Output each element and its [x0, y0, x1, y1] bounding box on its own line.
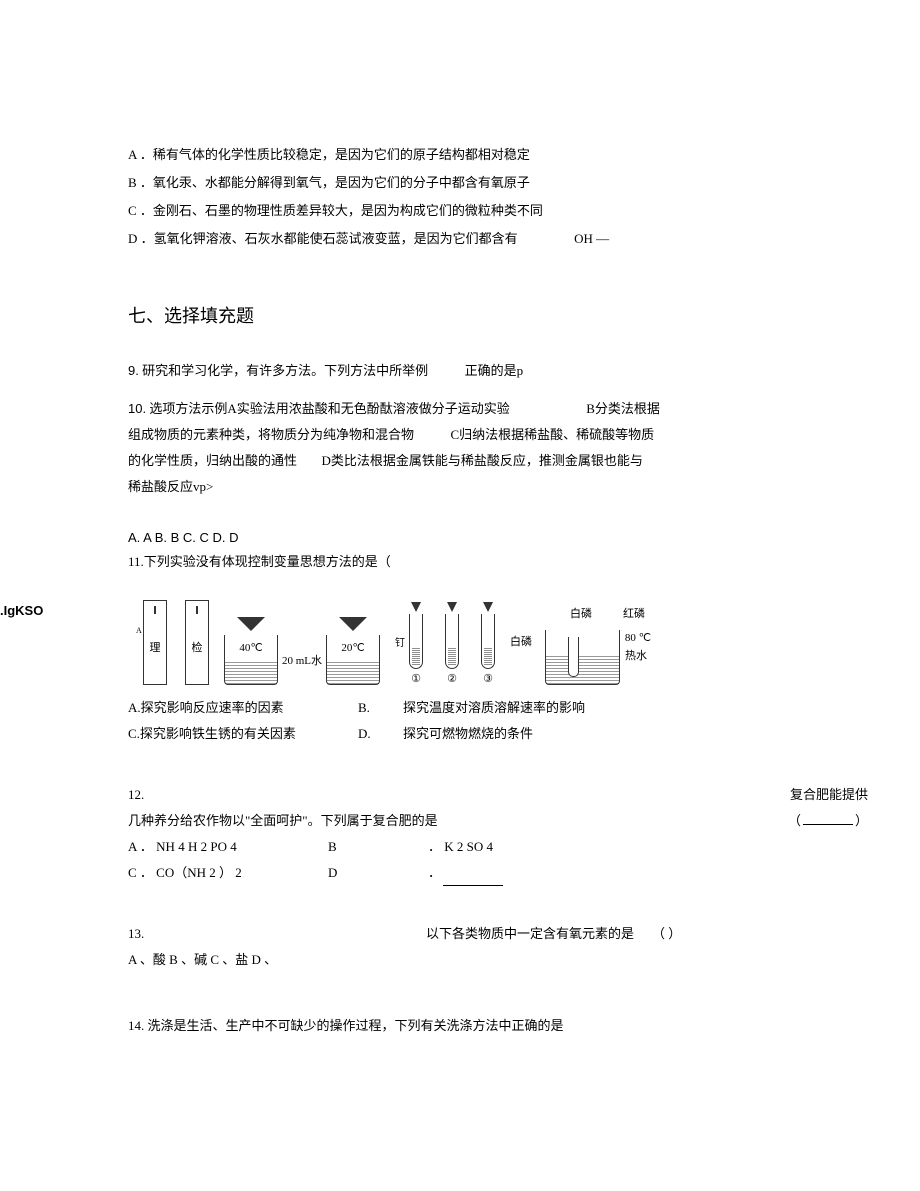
prev-option-b: B ．氧化汞、水都能分解得到氧气，是因为它们的分子中都含有氧原子 — [128, 170, 868, 196]
q9-text1: 研究和学习化学，有许多方法。下列方法中所举例 — [142, 363, 428, 378]
card1-label: 理 — [150, 639, 161, 655]
q10-line2: 组成物质的元素种类，将物质分为纯净物和混合物 — [128, 427, 414, 442]
blank-line — [443, 860, 503, 886]
q14-num: 14. — [128, 1018, 144, 1033]
q10-line3-d: D类比法根据金属铁能与稀盐酸反应，推测金属银也能与 — [322, 453, 643, 468]
inner-tube — [568, 637, 579, 677]
q9-text2: 正确的是p — [465, 363, 524, 378]
q9-num: 9. — [128, 363, 139, 378]
q10-line3: 的化学性质，归纳出酸的通性 — [128, 453, 297, 468]
q12-line2: 几种养分给农作物以"全面呵护"。下列属于复合肥的是 — [128, 808, 438, 834]
water-label: 20 mL水 — [282, 652, 322, 668]
beaker1-temp: 40℃ — [237, 641, 264, 654]
q12-opt-a: A ． NH 4 H 2 PO 4 — [128, 834, 328, 860]
q11-opt-c: C.探究影响铁生锈的有关因素 — [128, 721, 296, 747]
q13-num: 13. — [128, 921, 426, 947]
question-11: 11.下列实验没有体现控制变量思想方法的是（ — [128, 549, 868, 575]
page-content: A ．稀有气体的化学性质比较稳定，是因为它们的原子结构都相对稳定 B ．氧化汞、… — [128, 142, 868, 1039]
blank-line — [803, 824, 853, 825]
q10-line2-c: C归纳法根据稀盐酸、稀硫酸等物质 — [451, 427, 655, 442]
question-9: 9. 研究和学习化学，有许多方法。下列方法中所举例 正确的是p — [128, 358, 868, 384]
prev-option-c: C ．金刚石、石墨的物理性质差异较大，是因为构成它们的微粒种类不同 — [128, 198, 868, 224]
tube1-num: ① — [411, 672, 421, 685]
q11-opt-d: 探究可燃物燃烧的条件 — [403, 721, 533, 747]
question-13: 13. 以下各类物质中一定含有氧元素的是 （ ） A 、酸 B 、碱 C 、盐 … — [128, 921, 868, 973]
bailin-label-2: 白磷 — [510, 633, 532, 649]
beaker-2: 20℃ — [326, 635, 380, 685]
q12-opt-b-label: B — [328, 834, 428, 860]
q10-text-a: 选项方法示例A实验法用浓盐酸和无色酚酞溶液做分子运动实验 — [149, 401, 509, 416]
card-1: A 理 — [143, 600, 167, 685]
question-14: 14. 洗涤是生活、生产中不可缺少的操作过程，下列有关洗涤方法中正确的是 — [128, 1013, 868, 1039]
section-title: 七、选择填充题 — [128, 302, 868, 328]
q12-paren-open: （ — [788, 813, 801, 828]
card1-small-label: A — [136, 626, 142, 635]
question-12: 12. 复合肥能提供 几种养分给农作物以"全面呵护"。下列属于复合肥的是 （） … — [128, 782, 868, 886]
watermark-text: .IgKSO — [0, 603, 43, 618]
honglin-label: 红磷 — [623, 605, 645, 621]
big-beaker — [545, 630, 620, 685]
tube-3 — [481, 614, 495, 669]
nail-label: 钉 — [395, 634, 405, 649]
funnel-icon — [339, 617, 367, 631]
q10-line4: 稀盐酸反应vp> — [128, 474, 868, 500]
q11-options-row1: A.探究影响反应速率的因素 B.探究温度对溶质溶解速率的影响 — [128, 695, 868, 721]
figure-row: A 理 检 40℃ 20 mL水 20℃ — [143, 595, 868, 685]
q12-num: 12. — [128, 782, 144, 808]
bailin-label-1: 白磷 — [570, 605, 592, 621]
q13-paren: （ ） — [652, 921, 681, 947]
question-10: 10. 选项方法示例A实验法用浓盐酸和无色酚酞溶液做分子运动实验 B分类法根据 … — [128, 396, 868, 500]
figure-d: 白磷 红磷 白磷 80 ℃ 热水 — [510, 595, 645, 685]
tube-1 — [409, 614, 423, 669]
prev-option-a: A ．稀有气体的化学性质比较稳定，是因为它们的原子结构都相对稳定 — [128, 142, 868, 168]
funnel-icon — [237, 617, 265, 631]
tube2-num: ② — [447, 672, 457, 685]
q12-right: 复合肥能提供 — [790, 782, 868, 808]
beaker2-temp: 20℃ — [339, 641, 366, 654]
q12-paren-close: ） — [855, 813, 868, 828]
q12-opt-d-label: D — [328, 860, 428, 886]
water-label: 热水 — [625, 647, 647, 663]
q12-opt-c: C ． CO（NH 2 ） 2 — [128, 860, 328, 886]
q14-text: 洗涤是生活、生产中不可缺少的操作过程，下列有关洗涤方法中正确的是 — [148, 1018, 564, 1033]
q11-opt-d-label: D. — [358, 721, 403, 747]
prev-option-d-part2: OH — — [574, 231, 609, 246]
q11-opt-b: 探究温度对溶质溶解速率的影响 — [403, 695, 585, 721]
temp-label: 80 ℃ — [625, 631, 651, 644]
q11-options-row2: C.探究影响铁生锈的有关因素 D.探究可燃物燃烧的条件 — [128, 721, 868, 747]
tube-2 — [445, 614, 459, 669]
q13-text: 以下各类物质中一定含有氧元素的是 — [426, 921, 634, 947]
figure-c: 钉 ① ② ③ — [395, 614, 495, 685]
q13-options: A 、酸 B 、碱 C 、盐 D 、 — [128, 947, 868, 973]
answer-choices: A. A B. B C. C D. D — [128, 530, 868, 545]
q11-opt-b-label: B. — [358, 695, 403, 721]
q11-opt-a: A.探究影响反应速率的因素 — [128, 695, 284, 721]
prev-option-d-part1: D ．氢氧化钾溶液、石灰水都能使石蕊试液变蓝，是因为它们都含有 — [128, 231, 518, 246]
card-2: 检 — [185, 600, 209, 685]
figure-a: A 理 检 — [143, 600, 209, 685]
beaker-1: 40℃ — [224, 635, 278, 685]
figure-b: 40℃ 20 mL水 20℃ — [224, 635, 380, 685]
q10-text-b: B分类法根据 — [586, 401, 660, 416]
q10-num: 10. — [128, 401, 146, 416]
tube3-num: ③ — [483, 672, 493, 685]
q12-opt-b: ． K 2 SO 4 — [428, 834, 493, 860]
prev-option-d: D ．氢氧化钾溶液、石灰水都能使石蕊试液变蓝，是因为它们都含有 OH — — [128, 226, 868, 252]
card2-label: 检 — [192, 639, 203, 655]
q12-opt-d-dot: ． — [428, 860, 441, 886]
